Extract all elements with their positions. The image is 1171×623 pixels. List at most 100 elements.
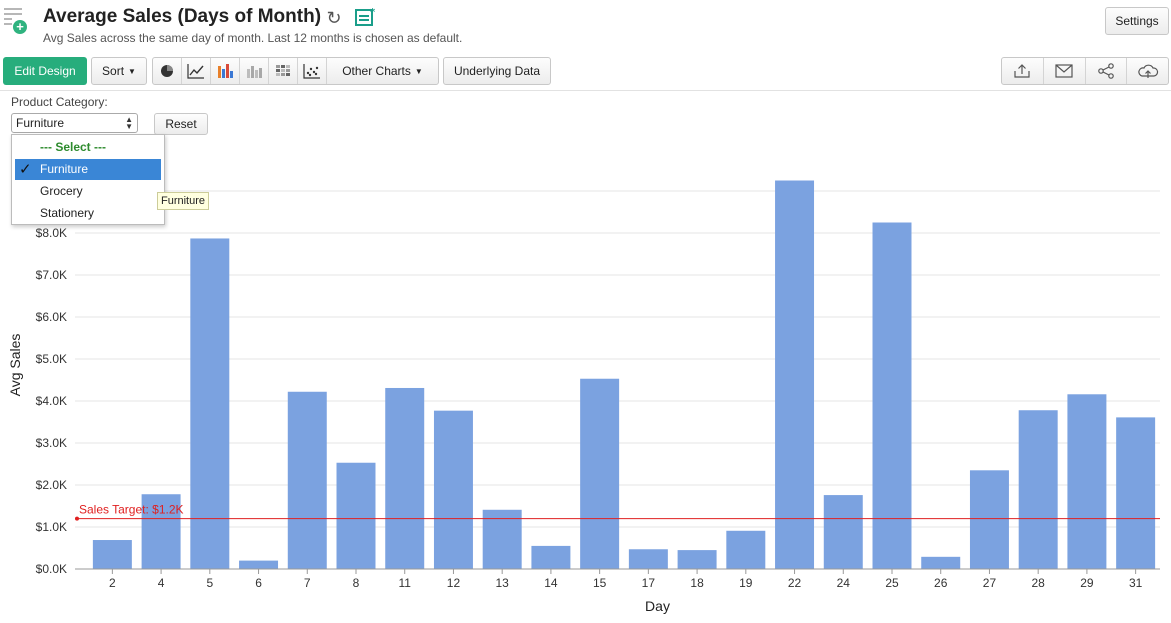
- sort-button[interactable]: Sort ▼: [91, 57, 147, 85]
- x-tick-label: 6: [255, 576, 262, 590]
- toolbar-divider: [0, 90, 1171, 91]
- x-tick-label: 15: [593, 576, 607, 590]
- email-icon[interactable]: [1044, 58, 1086, 84]
- bar-day-13: [482, 509, 522, 569]
- bar-day-15: [580, 378, 620, 569]
- x-tick-label: 27: [983, 576, 997, 590]
- chevron-down-icon: ▼: [414, 66, 423, 76]
- y-tick-label: $3.0K: [36, 436, 67, 450]
- x-tick-label: 4: [158, 576, 165, 590]
- sales-target-marker: [75, 516, 79, 521]
- bar-day-18: [677, 550, 717, 569]
- category-dropdown: --- Select --- ✓ Furniture Grocery Stati…: [11, 134, 165, 225]
- chart-type-group: Other Charts ▼: [152, 57, 439, 85]
- save-view-icon[interactable]: *: [355, 6, 377, 28]
- reset-button[interactable]: Reset: [154, 113, 208, 135]
- x-tick-label: 26: [934, 576, 948, 590]
- bar-day-28: [1018, 410, 1058, 569]
- other-charts-label: Other Charts: [342, 64, 411, 78]
- stacked-bar-icon[interactable]: [240, 58, 269, 84]
- bar-chart: $0.0K $1.0K $2.0K $3.0K $4.0K $5.0K $6.0K $7.0K…: [7, 180, 1160, 614]
- svg-text:*: *: [370, 7, 376, 18]
- bar-day-25: [872, 222, 912, 569]
- y-tick-label: $4.0K: [36, 394, 67, 408]
- page-subtitle: Avg Sales across the same day of month. …: [43, 31, 463, 45]
- chevron-down-icon: ▼: [128, 66, 136, 76]
- y-tick-label: $8.0K: [36, 226, 67, 240]
- bar-day-14: [531, 545, 571, 569]
- x-tick-label: 8: [353, 576, 360, 590]
- bar-day-17: [628, 549, 668, 569]
- dropdown-option-grocery[interactable]: Grocery: [40, 184, 83, 198]
- select-arrows-icon: ▲ ▼: [125, 115, 133, 131]
- bar-day-2: [92, 540, 132, 569]
- y-tick-label: $0.0K: [36, 562, 67, 576]
- x-axis-label: Day: [645, 598, 670, 614]
- line-chart-icon[interactable]: [182, 58, 211, 84]
- x-tick-label: 18: [690, 576, 704, 590]
- bar-day-5: [190, 238, 230, 569]
- refresh-icon[interactable]: ↻: [326, 8, 342, 28]
- select-value: Furniture: [16, 116, 65, 130]
- bar-day-29: [1067, 394, 1107, 569]
- page-title: Average Sales (Days of Month): [43, 6, 322, 27]
- underlying-data-button[interactable]: Underlying Data: [443, 57, 551, 85]
- scatter-chart-icon[interactable]: [298, 58, 327, 84]
- check-icon: ✓: [19, 161, 32, 178]
- y-tick-label: $5.0K: [36, 352, 67, 366]
- x-tick-label: 29: [1080, 576, 1094, 590]
- bar-day-11: [385, 387, 425, 569]
- bar-day-7: [287, 391, 327, 569]
- add-icon[interactable]: +: [13, 20, 27, 34]
- x-tick-label: 2: [109, 576, 116, 590]
- x-tick-label: 14: [544, 576, 558, 590]
- x-tick-label: 28: [1032, 576, 1046, 590]
- x-tick-label: 13: [496, 576, 510, 590]
- tooltip: Furniture: [157, 192, 210, 210]
- export-icon[interactable]: [1002, 58, 1044, 84]
- sales-target-label: Sales Target: $1.2K: [79, 503, 184, 517]
- dropdown-option-stationery[interactable]: Stationery: [40, 206, 95, 220]
- y-tick-label: $6.0K: [36, 310, 67, 324]
- x-tick-label: 31: [1129, 576, 1143, 590]
- share-icon[interactable]: [1086, 58, 1128, 84]
- option-label: Furniture: [40, 162, 89, 176]
- x-tick-label: 7: [304, 576, 311, 590]
- dropdown-header: --- Select ---: [40, 140, 106, 154]
- sort-label: Sort: [102, 64, 125, 78]
- x-tick-label: 5: [206, 576, 213, 590]
- bar-day-22: [775, 180, 815, 569]
- filter-label: Product Category:: [11, 95, 108, 109]
- bar-day-12: [433, 410, 473, 569]
- bar-chart-icon[interactable]: [211, 58, 240, 84]
- x-tick-label: 11: [398, 576, 411, 590]
- publish-icon[interactable]: [1127, 58, 1168, 84]
- pie-chart-icon[interactable]: [153, 58, 182, 84]
- x-tick-label: 25: [885, 576, 899, 590]
- bar-day-24: [823, 495, 863, 569]
- x-tick-label: 19: [739, 576, 753, 590]
- bar-day-27: [969, 470, 1009, 569]
- other-charts-button[interactable]: Other Charts ▼: [327, 58, 438, 84]
- bar-day-4: [141, 494, 181, 569]
- product-category-select[interactable]: Furniture ▲ ▼: [11, 113, 138, 133]
- share-toolbar: [1001, 57, 1169, 85]
- settings-button[interactable]: Settings: [1105, 7, 1169, 35]
- y-tick-label: $1.0K: [36, 520, 67, 534]
- bar-day-26: [921, 556, 961, 569]
- dropdown-option-furniture[interactable]: ✓ Furniture: [15, 159, 161, 180]
- y-axis-label: Avg Sales: [7, 334, 23, 397]
- heatmap-icon[interactable]: [269, 58, 298, 84]
- menu-icon[interactable]: +: [4, 6, 27, 34]
- y-tick-label: $7.0K: [36, 268, 67, 282]
- y-tick-label: $2.0K: [36, 478, 67, 492]
- edit-design-button[interactable]: Edit Design: [3, 57, 87, 85]
- x-tick-label: 22: [788, 576, 802, 590]
- bar-day-19: [726, 530, 766, 569]
- x-tick-label: 17: [642, 576, 656, 590]
- x-tick-label: 24: [837, 576, 851, 590]
- bar-day-8: [336, 462, 376, 569]
- bar-day-31: [1116, 417, 1156, 569]
- x-tick-label: 12: [447, 576, 461, 590]
- bar-day-6: [239, 560, 279, 569]
